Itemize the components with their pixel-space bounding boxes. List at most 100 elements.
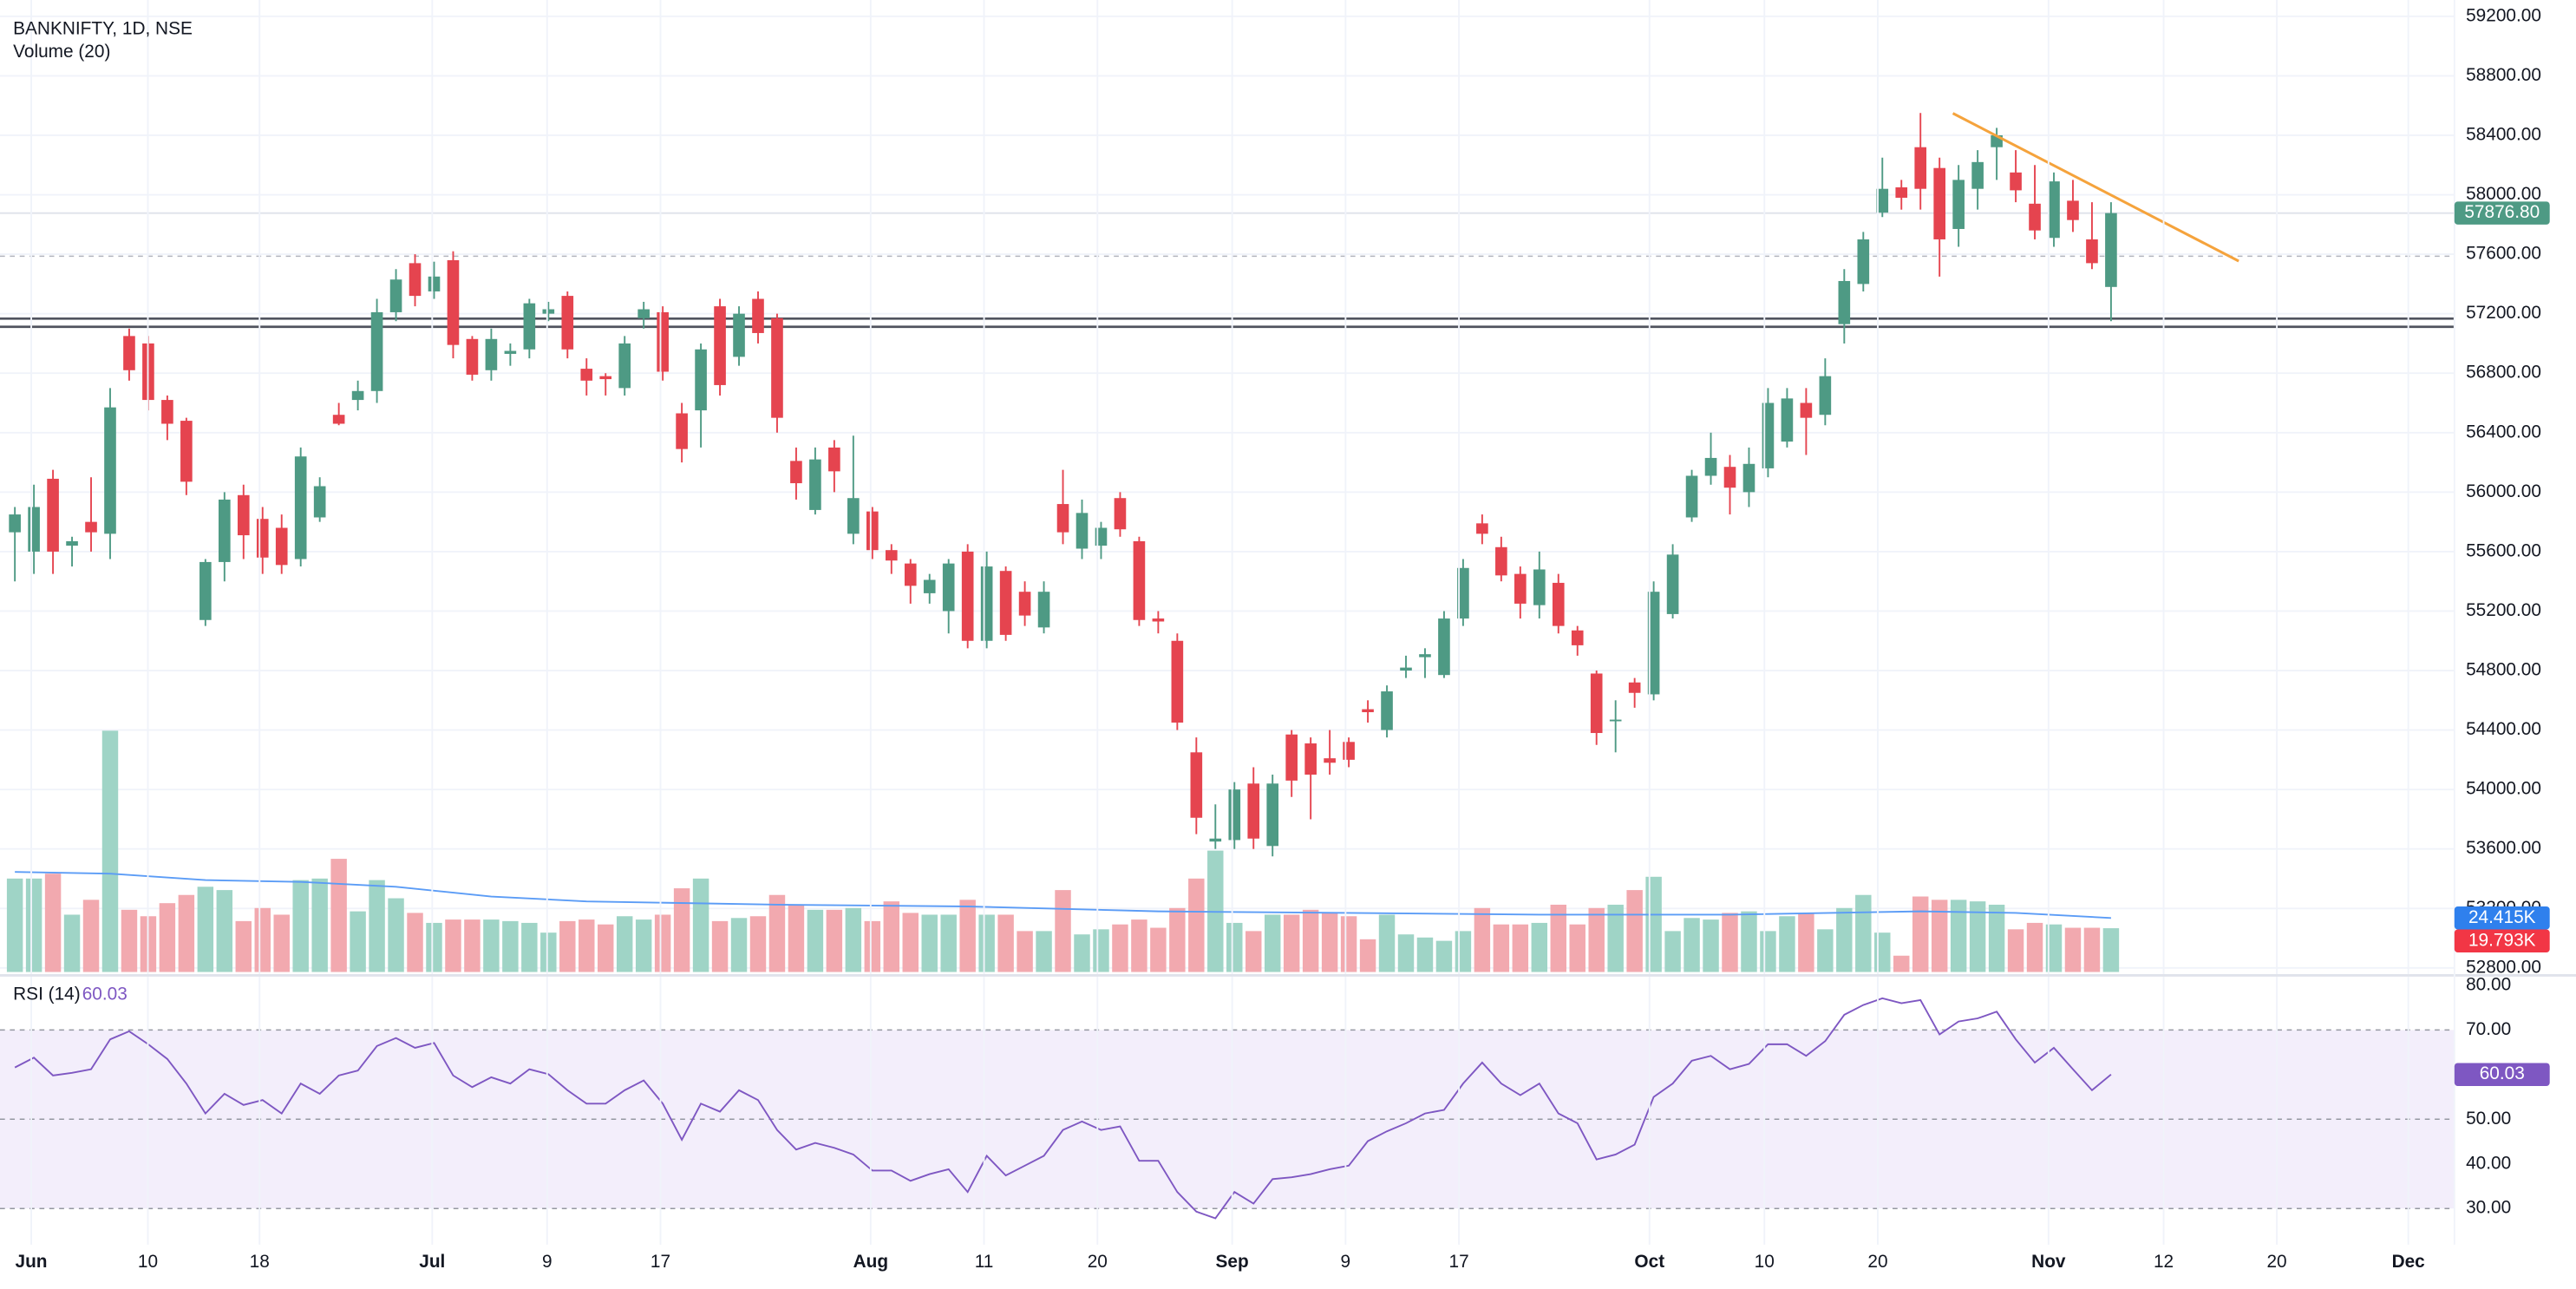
volume-bar bbox=[1264, 914, 1281, 972]
volume-bar bbox=[1569, 924, 1585, 972]
candle-body bbox=[219, 499, 231, 562]
volume-bar bbox=[178, 894, 195, 972]
y-tick-label: 55200.00 bbox=[2466, 600, 2541, 620]
legend: BANKNIFTY, 1D, NSE Volume (20) RSI (14) … bbox=[13, 19, 193, 1004]
volume-bar bbox=[845, 907, 862, 972]
volume-bar bbox=[1912, 896, 1929, 972]
volume-bar bbox=[388, 898, 404, 972]
y-tick-label: 59200.00 bbox=[2466, 5, 2541, 25]
candle-body bbox=[942, 563, 955, 612]
volume-bar bbox=[1226, 922, 1243, 972]
candle-body bbox=[1076, 513, 1089, 549]
candle-body bbox=[180, 421, 193, 482]
candle-body bbox=[2067, 200, 2079, 220]
candle-body bbox=[1933, 167, 1945, 239]
candle-body bbox=[1514, 573, 1527, 604]
rsi-tick-label: 40.00 bbox=[2466, 1153, 2511, 1173]
volume-bar bbox=[883, 901, 900, 972]
volume-bar bbox=[579, 919, 595, 972]
x-tick-label: Nov bbox=[2031, 1252, 2066, 1272]
candle-body bbox=[580, 369, 593, 381]
candle-body bbox=[1419, 654, 1431, 658]
volume-bar bbox=[1188, 878, 1205, 972]
volume-bar bbox=[1550, 904, 1566, 972]
volume-bar bbox=[1836, 907, 1853, 972]
volume-bar bbox=[254, 907, 271, 972]
rsi-tag-text: 60.03 bbox=[2480, 1063, 2525, 1083]
volume-tag-text: 19.793K bbox=[2468, 930, 2536, 950]
candle-body bbox=[237, 494, 250, 536]
volume-bar bbox=[1435, 940, 1453, 972]
volume-bar bbox=[2026, 922, 2043, 972]
volume-bar bbox=[1131, 919, 1147, 972]
candle-body bbox=[904, 563, 917, 586]
volume-bar bbox=[826, 909, 843, 972]
candle-body bbox=[123, 336, 135, 370]
volume-bar bbox=[1779, 916, 1795, 972]
candle-body bbox=[1400, 667, 1412, 671]
volume-bar bbox=[1416, 937, 1434, 972]
volume-bar bbox=[730, 918, 748, 972]
volume-bar bbox=[311, 878, 328, 972]
volume-bar bbox=[1722, 913, 1738, 972]
candle-body bbox=[618, 343, 631, 389]
volume-bar bbox=[598, 924, 614, 972]
volume-bar bbox=[1302, 909, 1319, 972]
candle-body bbox=[2010, 172, 2022, 191]
y-tick-label: 56800.00 bbox=[2466, 363, 2541, 383]
volume-bar bbox=[25, 878, 42, 972]
volume-bar bbox=[1283, 914, 1300, 972]
volume-bar bbox=[2045, 924, 2063, 972]
volume-bar bbox=[369, 880, 385, 972]
x-tick-label: 12 bbox=[2154, 1252, 2174, 1272]
x-tick-label: Oct bbox=[1634, 1252, 1664, 1272]
candle-body bbox=[561, 296, 574, 350]
volume-bar bbox=[807, 909, 824, 972]
volume-bar bbox=[235, 920, 252, 972]
candle-body bbox=[1209, 838, 1222, 842]
candle-body bbox=[885, 550, 898, 561]
candle-body bbox=[1914, 147, 1927, 189]
candle-body bbox=[866, 511, 879, 551]
volume-bar bbox=[749, 916, 767, 972]
volume-bar bbox=[1017, 931, 1033, 972]
candle-body bbox=[1819, 376, 1832, 415]
rsi-line bbox=[14, 997, 2112, 1220]
x-tick-label: 20 bbox=[1867, 1252, 1887, 1272]
symbol-title: BANKNIFTY, 1D, NSE bbox=[13, 19, 193, 39]
volume-bar bbox=[1588, 907, 1605, 972]
volume-bar bbox=[1093, 929, 1109, 972]
candle-body bbox=[1285, 734, 1298, 781]
candle-body bbox=[1895, 186, 1908, 198]
candle-body bbox=[1037, 592, 1050, 628]
volume-bar bbox=[1855, 894, 1872, 972]
volume-bar bbox=[1626, 890, 1643, 972]
candle-body bbox=[1647, 592, 1660, 695]
volume-bar bbox=[1988, 904, 2005, 972]
volume-bar bbox=[902, 913, 919, 972]
candle-body bbox=[1971, 161, 1984, 189]
volume-bar bbox=[1607, 904, 1624, 972]
candle-body bbox=[9, 514, 21, 533]
volume-bar bbox=[1246, 931, 1262, 972]
candle-body bbox=[2029, 203, 2041, 231]
candle-body bbox=[2048, 181, 2060, 239]
candle-body bbox=[466, 338, 479, 375]
volume-bar bbox=[940, 914, 957, 972]
x-tick-label: 17 bbox=[1449, 1252, 1469, 1272]
volume-bar bbox=[292, 880, 309, 972]
candle-body bbox=[1495, 546, 1507, 576]
candle-body bbox=[1018, 592, 1031, 616]
volume-bar bbox=[273, 914, 290, 972]
trend-line bbox=[1952, 112, 2239, 263]
candle-body bbox=[47, 478, 59, 552]
volume-bar bbox=[921, 914, 938, 972]
y-tick-label: 58800.00 bbox=[2466, 65, 2541, 85]
volume-bar bbox=[1474, 907, 1491, 972]
volume-bar bbox=[1950, 900, 1967, 972]
volume-bar bbox=[1112, 924, 1128, 972]
volume-bar bbox=[673, 888, 690, 972]
y-tick-label: 55600.00 bbox=[2466, 540, 2541, 560]
